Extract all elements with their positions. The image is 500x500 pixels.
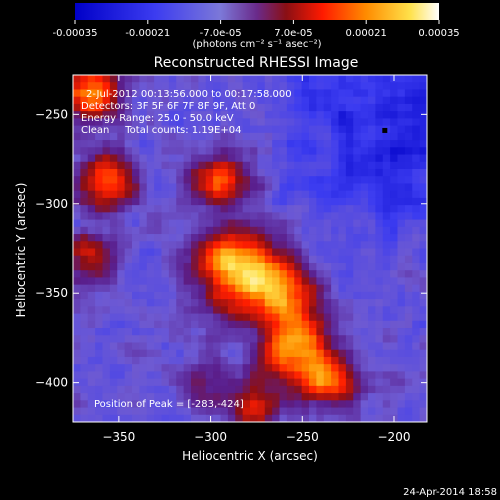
info-line-detectors: Detectors: 3F 5F 6F 7F 8F 9F, Att 0 xyxy=(81,101,255,112)
colorbar-tick-label: -0.00021 xyxy=(125,28,170,39)
footer-timestamp: 24-Apr-2014 18:58 xyxy=(403,487,497,498)
y-axis-label: Heliocentric Y (arcsec) xyxy=(14,183,28,318)
info-line-energy: Energy Range: 25.0 - 50.0 keV xyxy=(81,113,234,124)
info-line-time: 2-Jul-2012 00:13:56.000 to 00:17:58.000 xyxy=(86,89,292,100)
info-line-clean: Clean Total counts: 1.19E+04 xyxy=(81,125,241,136)
x-tick-label: −200 xyxy=(378,430,411,444)
x-tick-label: −300 xyxy=(194,430,227,444)
x-axis-label: Heliocentric X (arcsec) xyxy=(182,449,318,463)
colorbar-tick-label: -0.00035 xyxy=(53,28,98,39)
colorbar-tick-label: 7.0e-05 xyxy=(274,28,312,39)
colorbar-ticks xyxy=(74,20,440,24)
x-tick-label: −350 xyxy=(102,430,135,444)
y-tick-label: −250 xyxy=(35,107,68,121)
colorbar: -0.00035 -0.00021 -7.0e-05 7.0e-05 0.00021 0.… xyxy=(53,3,460,50)
info-annotation: 2-Jul-2012 00:13:56.000 to 00:17:58.000 … xyxy=(81,89,292,136)
colorbar-tick-labels: -0.00035 -0.00021 -7.0e-05 7.0e-05 0.00021 0.… xyxy=(53,28,460,39)
y-tick-label: −300 xyxy=(35,197,68,211)
colorbar-unit-label: (photons cm⁻² s⁻¹ asec⁻²) xyxy=(192,39,321,50)
colorbar-tick-label: 0.00021 xyxy=(346,28,387,39)
peak-position-text: Position of Peak = [-283,-424] xyxy=(94,399,244,410)
x-axis: −350 −300 −250 −200 xyxy=(102,75,410,444)
chart-title: Reconstructed RHESSI Image xyxy=(154,55,359,71)
y-tick-label: −400 xyxy=(35,376,68,390)
peak-marker xyxy=(382,127,388,133)
y-tick-label: −350 xyxy=(35,286,68,300)
plot-frame xyxy=(72,74,428,423)
y-axis: −250 −300 −350 −400 xyxy=(35,107,427,390)
colorbar-tick-label: -7.0e-05 xyxy=(200,28,242,39)
x-tick-label: −250 xyxy=(286,430,319,444)
heatmap-image xyxy=(73,75,427,422)
colorbar-gradient xyxy=(75,3,439,20)
colorbar-tick-label: 0.00035 xyxy=(418,28,459,39)
